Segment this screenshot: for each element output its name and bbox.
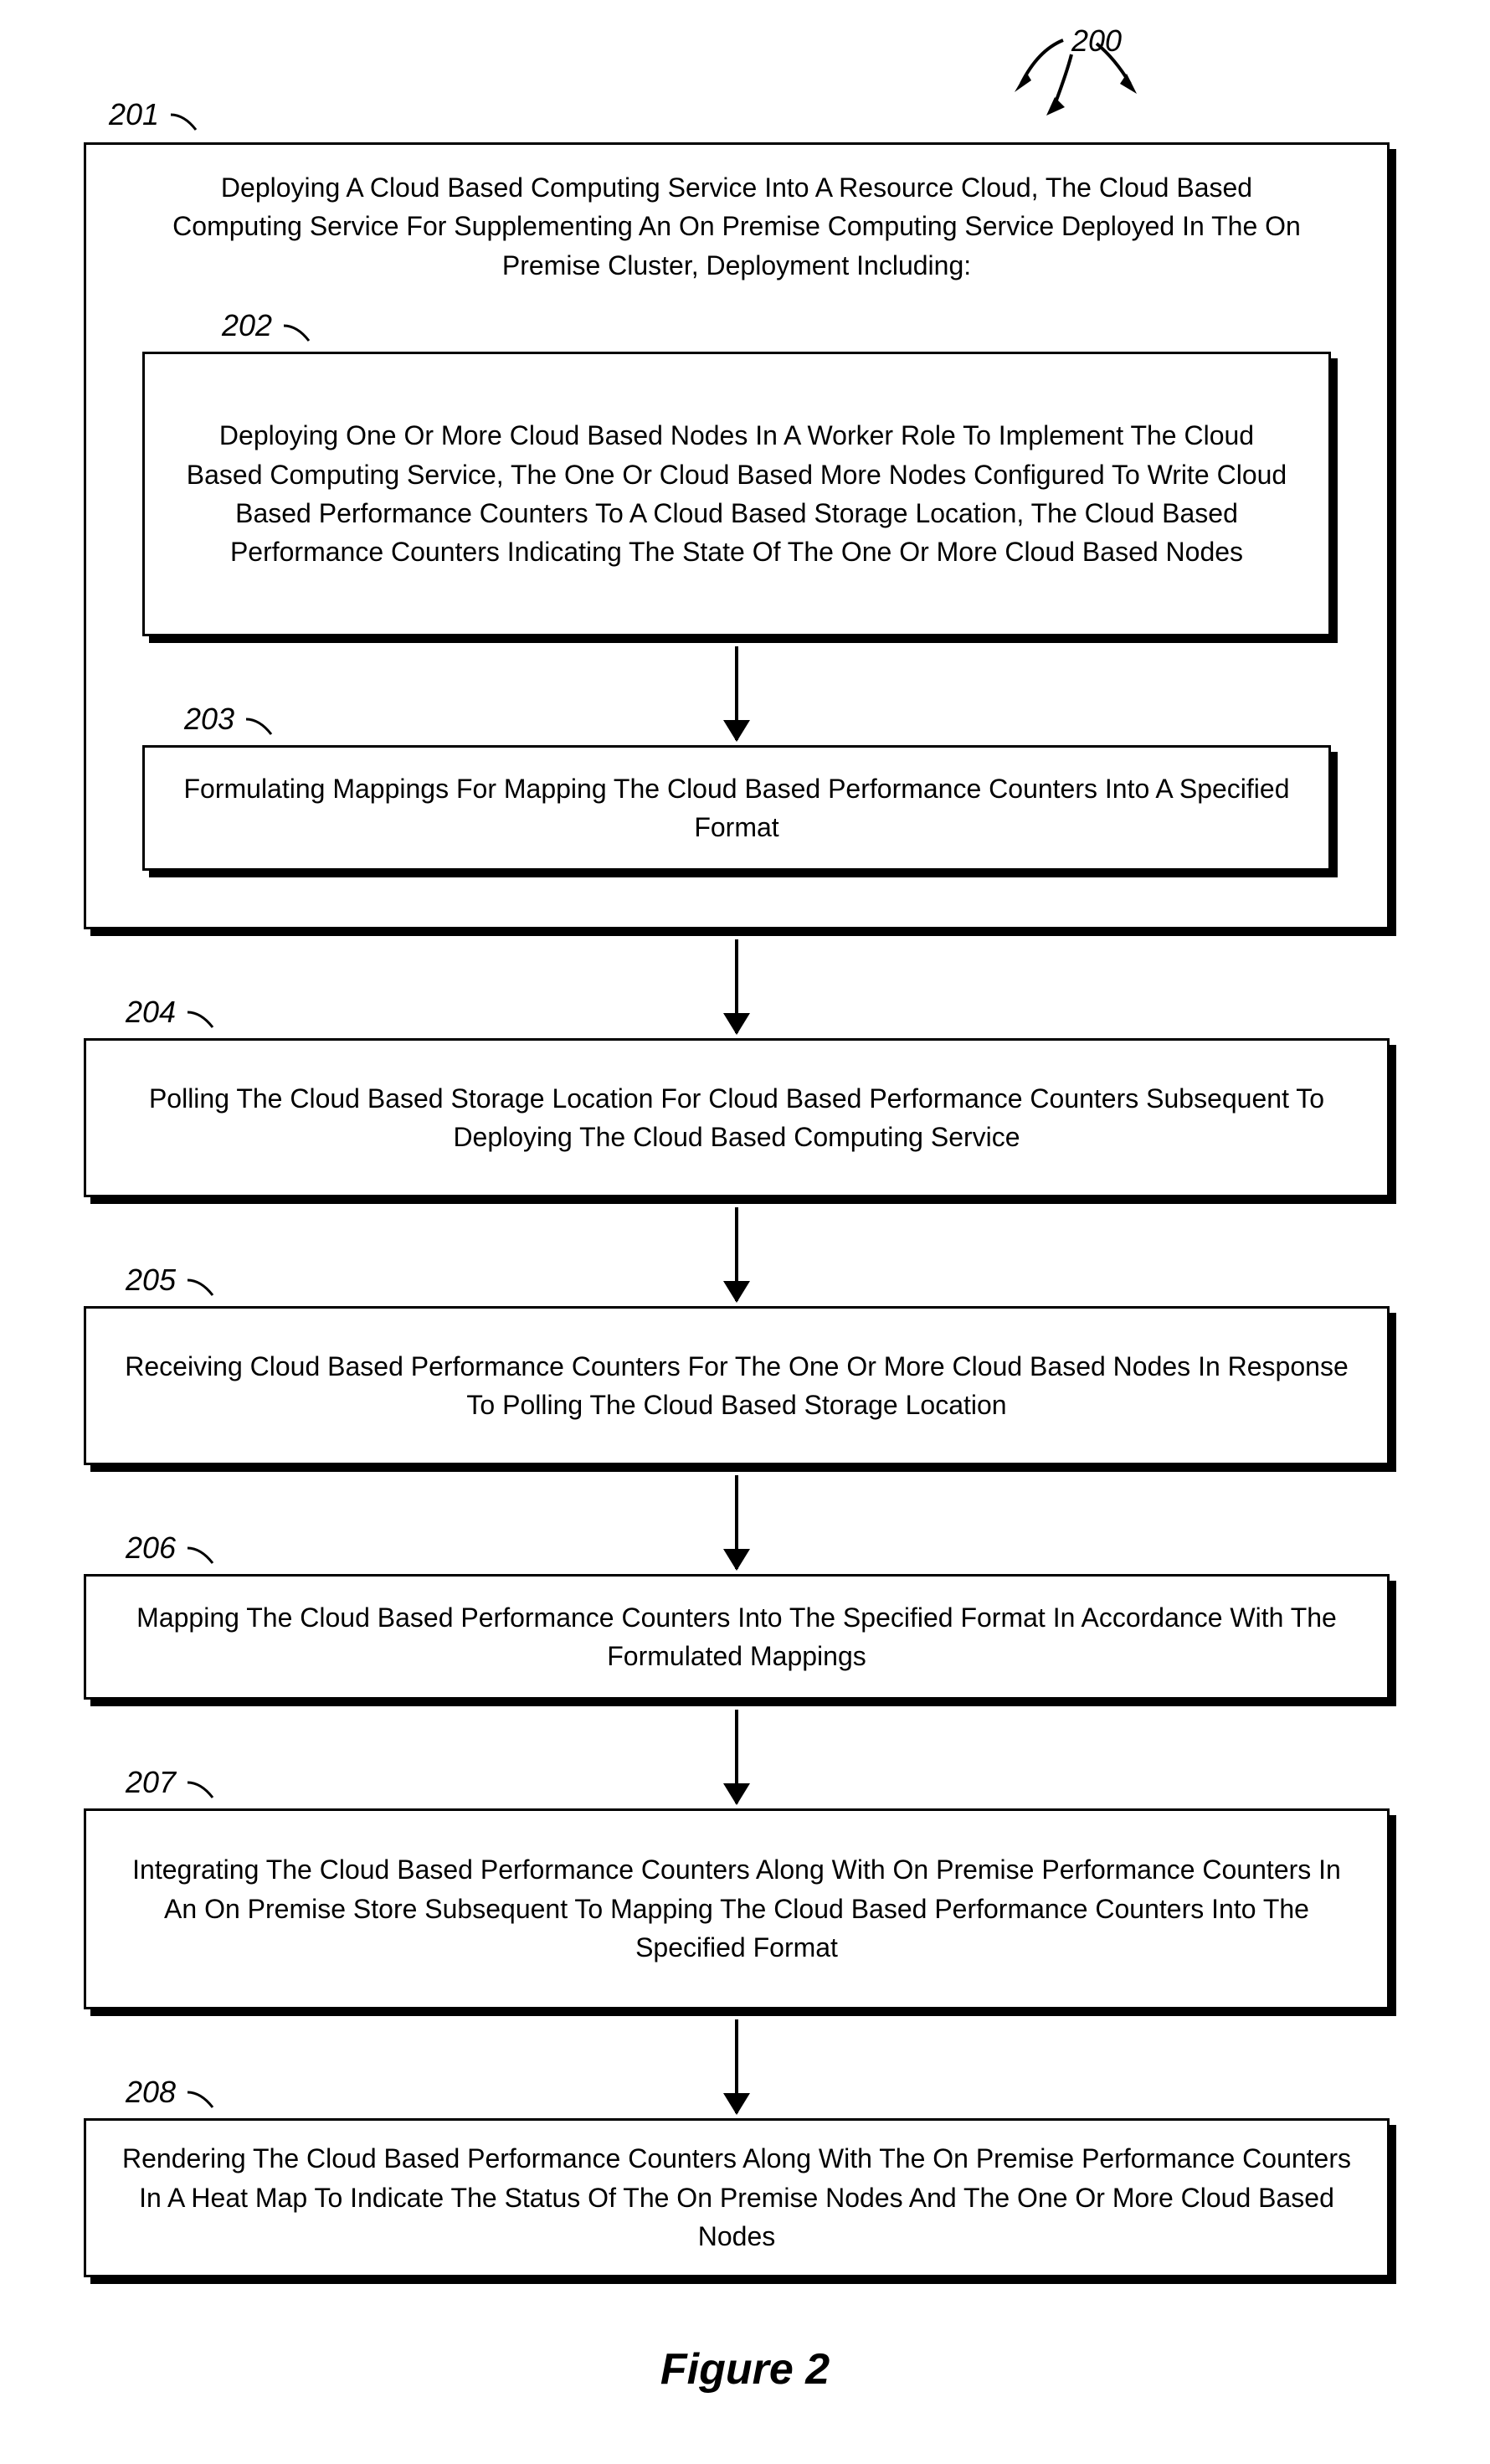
step-box-203: Formulating Mappings For Mapping The Clo… — [142, 745, 1331, 871]
step-text-202: Deploying One Or More Cloud Based Nodes … — [178, 416, 1295, 572]
step-label-205-text: 205 — [126, 1263, 176, 1297]
step-text-207: Integrating The Cloud Based Performance … — [120, 1850, 1354, 1967]
step-label-203-text: 203 — [184, 702, 234, 736]
step-label-204: 204 — [126, 995, 234, 1031]
step-label-208: 208 — [126, 2075, 234, 2111]
step-box-208: Rendering The Cloud Based Performance Co… — [84, 2118, 1390, 2277]
arrow-201-204 — [735, 939, 738, 1033]
step-label-208-text: 208 — [126, 2075, 176, 2109]
step-label-207: 207 — [126, 1765, 234, 1801]
leader-line-icon — [243, 704, 293, 738]
arrow-207-208 — [735, 2019, 738, 2113]
leader-line-icon — [167, 100, 218, 133]
fig-number-label: 200 — [1071, 23, 1122, 59]
leader-line-icon — [184, 997, 234, 1031]
arrow-204-205 — [735, 1207, 738, 1301]
step-label-202: 202 — [222, 308, 331, 344]
fig-number-decoration — [921, 25, 1172, 126]
leader-line-icon — [184, 1265, 234, 1299]
step-label-204-text: 204 — [126, 995, 176, 1029]
step-label-206: 206 — [126, 1530, 234, 1566]
step-text-204: Polling The Cloud Based Storage Location… — [120, 1079, 1354, 1157]
step-box-202: Deploying One Or More Cloud Based Nodes … — [142, 352, 1331, 636]
step-label-207-text: 207 — [126, 1765, 176, 1799]
step-text-206: Mapping The Cloud Based Performance Coun… — [120, 1598, 1354, 1676]
arrow-205-206 — [735, 1475, 738, 1569]
step-box-207: Integrating The Cloud Based Performance … — [84, 1808, 1390, 2009]
step-text-208: Rendering The Cloud Based Performance Co… — [120, 2139, 1354, 2256]
step-text-203: Formulating Mappings For Mapping The Clo… — [178, 769, 1295, 847]
leader-line-icon — [184, 1767, 234, 1801]
leader-line-icon — [280, 311, 331, 344]
step-box-204: Polling The Cloud Based Storage Location… — [84, 1038, 1390, 1197]
step-label-201-text: 201 — [109, 97, 159, 131]
step-label-203: 203 — [184, 702, 293, 738]
step-label-206-text: 206 — [126, 1530, 176, 1565]
figure-caption: Figure 2 — [33, 2344, 1457, 2395]
arrow-202-203 — [735, 646, 738, 740]
step-text-205: Receiving Cloud Based Performance Counte… — [120, 1347, 1354, 1425]
arrow-206-207 — [735, 1710, 738, 1803]
step-label-201: 201 — [109, 97, 218, 133]
leader-line-icon — [184, 1533, 234, 1566]
step-label-205: 205 — [126, 1263, 234, 1299]
step-label-202-text: 202 — [222, 308, 272, 342]
leader-line-icon — [184, 2077, 234, 2111]
step-box-206: Mapping The Cloud Based Performance Coun… — [84, 1574, 1390, 1700]
step-box-205: Receiving Cloud Based Performance Counte… — [84, 1306, 1390, 1465]
step-text-201: Deploying A Cloud Based Computing Servic… — [159, 168, 1314, 285]
